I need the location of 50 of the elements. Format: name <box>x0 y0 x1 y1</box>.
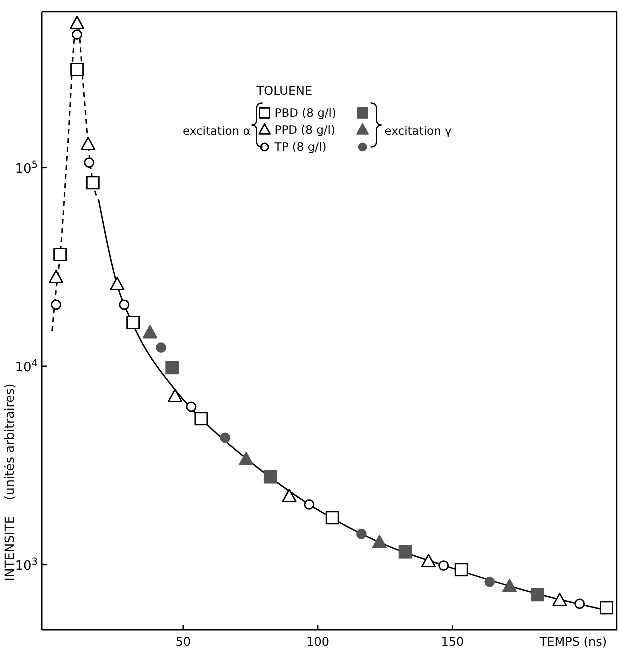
point <box>166 361 180 375</box>
point <box>600 601 614 615</box>
point <box>531 588 545 602</box>
point <box>70 63 84 76</box>
point <box>372 535 388 548</box>
annotation: excitation α <box>182 124 252 138</box>
x-tick-label: 150 <box>441 635 464 649</box>
point <box>54 248 68 262</box>
point <box>70 16 85 30</box>
x-tick-label: 100 <box>306 635 330 649</box>
point <box>438 560 450 571</box>
point <box>81 136 96 150</box>
point <box>264 470 278 484</box>
point <box>110 277 125 291</box>
point <box>326 511 340 525</box>
point <box>126 316 140 330</box>
y-tick-label: 10$^{3}$ <box>15 556 38 574</box>
point <box>48 270 64 284</box>
point <box>484 576 496 588</box>
point <box>282 489 297 502</box>
annotation: excitation γ <box>384 124 452 138</box>
point <box>356 528 367 540</box>
point <box>86 176 100 190</box>
point <box>574 598 586 610</box>
point <box>194 412 208 426</box>
point <box>119 300 130 310</box>
point <box>156 342 167 354</box>
point <box>84 158 95 168</box>
point <box>421 554 436 568</box>
point <box>304 500 315 510</box>
point <box>398 545 412 559</box>
point <box>220 432 231 444</box>
point <box>502 578 518 592</box>
point <box>552 592 568 606</box>
point <box>454 563 468 577</box>
legend-label: PBD (8 g/l) <box>274 106 336 120</box>
legend-label: PPD (8 g/l) <box>274 123 336 138</box>
y-tick-label: 10$^{5}$ <box>15 159 38 177</box>
x-axis-title: TEMPS (ns) <box>538 635 607 649</box>
point <box>186 402 197 412</box>
point <box>51 300 62 310</box>
y-axis-title: INTENSITE (unités arbitraires) <box>2 384 17 582</box>
legend-title: TOLUENE <box>256 84 313 98</box>
y-tick-label: 10$^{4}$ <box>15 358 38 376</box>
point <box>239 452 254 466</box>
point <box>142 325 158 339</box>
point <box>168 389 183 402</box>
point <box>72 30 82 40</box>
legend-label: TP (8 g/l) <box>274 140 327 154</box>
x-tick-label: 50 <box>176 635 192 649</box>
